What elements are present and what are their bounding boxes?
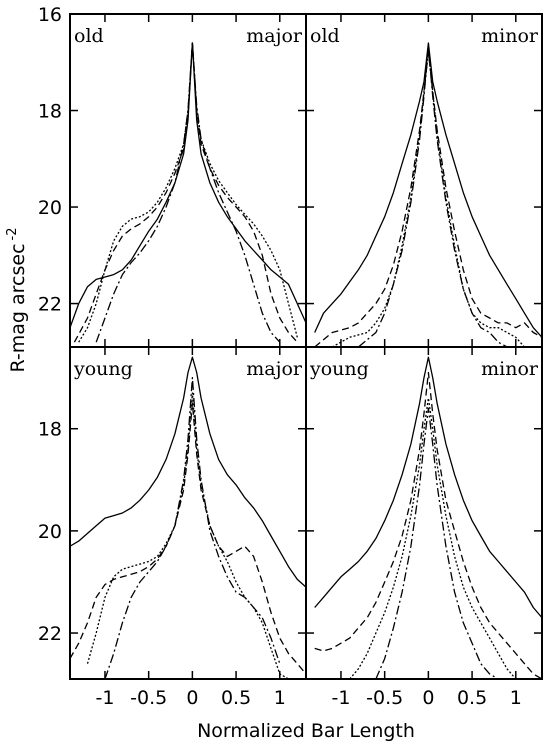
profile-curve [314,356,542,619]
profile-curve [70,402,306,675]
panel-old-minor: old minor [305,13,543,348]
y-tick-label: 22 [38,294,62,316]
profile-curve [95,42,281,343]
panel-label-right: major [246,25,303,47]
profile-curve [73,42,298,343]
profile-curve [314,47,542,347]
profile-curve [375,407,499,679]
x-tick-label: 0.5 [221,687,251,709]
y-tick-label: 18 [38,101,62,123]
profile-curve [357,47,508,347]
profile-curve [331,51,525,347]
x-tick-label: -1 [331,687,350,709]
panel-young-major: young major [69,346,307,680]
profile-curve [70,42,306,328]
profile-curve [70,356,306,588]
panel-label-left: young [73,358,133,380]
x-axis-label: Normalized Bar Length [197,720,415,742]
y-tick-label: 16 [38,4,62,26]
x-tick-label: 1 [274,687,286,709]
panel-label-left: old [310,25,340,47]
panel-label-right: minor [481,25,539,47]
profile-curve [314,371,542,679]
profile-curve [78,42,298,343]
y-tick-label: 18 [38,419,62,441]
y-tick-label: 20 [38,521,62,543]
panel-frame [69,346,307,680]
panel-young-minor: young minor [305,346,543,680]
panel-frame [305,346,543,680]
x-tick-label: 0 [422,687,434,709]
x-tick-label: -1 [95,687,114,709]
x-tick-label: -0.5 [366,687,403,709]
panel-label-left: old [74,25,104,47]
y-tick-label: 20 [38,197,62,219]
panel-label-right: major [246,358,303,380]
profile-curve [349,397,517,679]
x-tick-label: 0.5 [457,687,487,709]
y-axis-label: R-mag arcsec-2 [5,227,29,372]
panel-frame [69,13,307,348]
x-tick-label: 1 [510,687,522,709]
panel-label-right: minor [481,358,539,380]
panel-frame [305,13,543,348]
x-tick-label: 0 [186,687,198,709]
profile-curve [314,42,542,338]
panel-label-left: young [309,358,369,380]
profile-curve [104,376,281,679]
panel-old-major: old major [69,13,307,348]
y-tick-label: 22 [38,623,62,645]
x-tick-label: -0.5 [130,687,167,709]
profile-curve [86,392,298,679]
